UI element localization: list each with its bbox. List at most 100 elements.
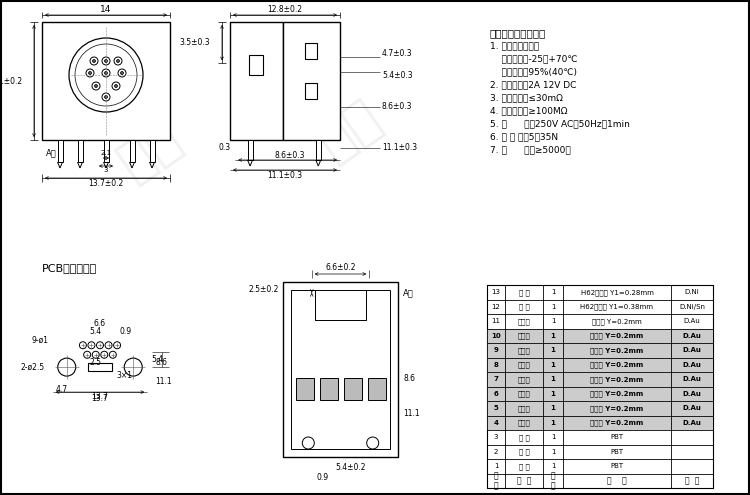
- Text: 2.5±0.2: 2.5±0.2: [248, 285, 279, 294]
- Text: 磷铜带 Y=0.2mm: 磷铜带 Y=0.2mm: [590, 361, 644, 368]
- Bar: [130, 140, 134, 162]
- Text: 1: 1: [550, 463, 555, 469]
- Text: 铭翔: 铭翔: [309, 350, 391, 430]
- Text: 主要技术特性要求：: 主要技术特性要求：: [490, 28, 546, 38]
- Text: 4.7: 4.7: [56, 385, 68, 394]
- Bar: [58, 140, 62, 162]
- Text: 13.1±0.2: 13.1±0.2: [0, 77, 22, 86]
- Bar: [487, 387, 713, 401]
- Bar: [296, 378, 314, 400]
- Bar: [230, 22, 283, 140]
- Text: 磷铜带 Y=0.2mm: 磷铜带 Y=0.2mm: [590, 376, 644, 383]
- Text: 1: 1: [494, 463, 498, 469]
- Text: 1: 1: [550, 333, 556, 339]
- Text: 7: 7: [494, 376, 499, 382]
- Text: 13.7: 13.7: [92, 394, 109, 402]
- Circle shape: [102, 57, 110, 65]
- Text: 1: 1: [550, 362, 556, 368]
- Text: 磷铜带 Y=0.2mm: 磷铜带 Y=0.2mm: [590, 333, 644, 339]
- Circle shape: [69, 38, 143, 112]
- Text: 磷铜带 Y=0.2mm: 磷铜带 Y=0.2mm: [592, 318, 642, 325]
- Circle shape: [58, 358, 76, 376]
- Bar: [344, 378, 362, 400]
- Text: 磷铜带 Y=0.2mm: 磷铜带 Y=0.2mm: [590, 391, 644, 397]
- Circle shape: [114, 57, 122, 65]
- Text: 1: 1: [550, 376, 556, 382]
- Text: 3: 3: [494, 434, 498, 440]
- Text: PBT: PBT: [610, 434, 623, 440]
- Circle shape: [102, 93, 110, 101]
- Text: 5. 耐      压：250V AC（50Hz）1min: 5. 耐 压：250V AC（50Hz）1min: [490, 119, 630, 128]
- Text: 1: 1: [550, 420, 556, 426]
- Bar: [487, 372, 713, 387]
- Text: 1: 1: [550, 347, 556, 353]
- Bar: [315, 290, 366, 320]
- Circle shape: [105, 342, 112, 349]
- Text: 2: 2: [494, 449, 498, 455]
- Bar: [248, 140, 253, 160]
- Text: 磷铜带 Y=0.2mm: 磷铜带 Y=0.2mm: [590, 347, 644, 353]
- Text: 4.7±0.3: 4.7±0.3: [382, 49, 412, 58]
- Text: 5.4±0.3: 5.4±0.3: [382, 71, 412, 80]
- Circle shape: [367, 437, 379, 449]
- Bar: [487, 357, 713, 372]
- Bar: [104, 140, 109, 162]
- Text: 铜 壳: 铜 壳: [519, 289, 530, 296]
- Circle shape: [110, 351, 116, 358]
- Text: 右中针: 右中针: [518, 347, 530, 353]
- Text: 0.9: 0.9: [316, 473, 328, 482]
- Text: 7. 寿      命：≥5000次: 7. 寿 命：≥5000次: [490, 145, 571, 154]
- Circle shape: [118, 69, 126, 77]
- Bar: [149, 140, 154, 162]
- Bar: [291, 290, 390, 449]
- Text: 序
号: 序 号: [494, 471, 498, 491]
- Text: D.Au: D.Au: [682, 391, 701, 397]
- Circle shape: [86, 69, 94, 77]
- Circle shape: [104, 71, 107, 75]
- Bar: [42, 22, 170, 140]
- Text: 4. 绝缘电阻：≥100MΩ: 4. 绝缘电阻：≥100MΩ: [490, 106, 568, 115]
- Circle shape: [92, 351, 99, 358]
- Text: A向: A向: [403, 289, 414, 297]
- Text: 8: 8: [494, 362, 499, 368]
- Circle shape: [113, 342, 121, 349]
- Bar: [305, 83, 317, 99]
- Circle shape: [104, 59, 107, 62]
- Text: 9: 9: [494, 347, 499, 353]
- Bar: [77, 140, 82, 162]
- Text: 6.6: 6.6: [94, 319, 106, 328]
- Text: PBT: PBT: [610, 463, 623, 469]
- Text: A向: A向: [46, 148, 57, 157]
- Circle shape: [116, 59, 119, 62]
- Circle shape: [88, 71, 92, 75]
- Text: 右长针: 右长针: [518, 376, 530, 383]
- Text: 1: 1: [550, 289, 555, 295]
- Text: 盖 子: 盖 子: [519, 448, 530, 455]
- Text: PBT: PBT: [610, 449, 623, 455]
- Bar: [250, 55, 263, 75]
- Text: 1. 使用温度范围：: 1. 使用温度范围：: [490, 41, 539, 50]
- Text: D.Au: D.Au: [682, 362, 701, 368]
- Text: 4: 4: [494, 420, 499, 426]
- Text: 垫 片: 垫 片: [519, 434, 530, 441]
- Text: 右短针: 右短针: [518, 405, 530, 411]
- Text: 5.4: 5.4: [152, 355, 164, 364]
- Bar: [88, 363, 112, 371]
- Text: 8.6: 8.6: [403, 374, 415, 383]
- Text: 0.9: 0.9: [120, 327, 132, 336]
- Text: H62黄铜带 Y1=0.38mm: H62黄铜带 Y1=0.38mm: [580, 303, 653, 310]
- Bar: [320, 378, 338, 400]
- Text: 铭翔: 铭翔: [110, 110, 190, 190]
- Text: 11.1: 11.1: [155, 377, 172, 386]
- Circle shape: [90, 57, 98, 65]
- Bar: [305, 43, 317, 59]
- Bar: [487, 329, 713, 343]
- Text: 8.6: 8.6: [155, 357, 167, 367]
- Circle shape: [100, 351, 108, 358]
- Text: 3.5±0.3: 3.5±0.3: [179, 38, 210, 47]
- Text: 左短针: 左短针: [518, 419, 530, 426]
- Text: 相对湿度：95%(40℃): 相对湿度：95%(40℃): [490, 67, 577, 76]
- Text: 处  理: 处 理: [685, 476, 699, 485]
- Text: 12: 12: [491, 304, 500, 310]
- Text: 13.7: 13.7: [92, 392, 109, 400]
